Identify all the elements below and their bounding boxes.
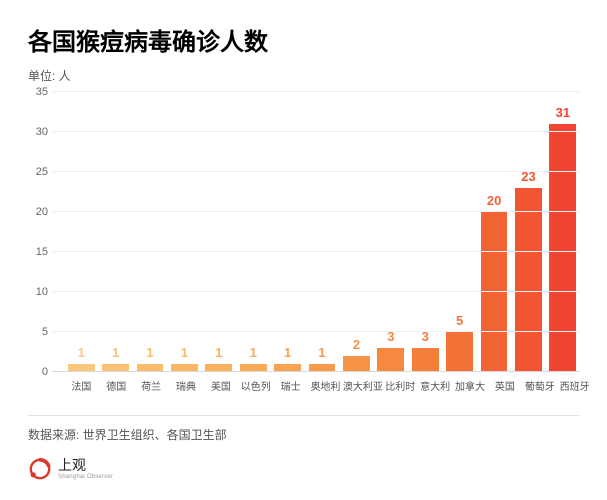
y-tick-label: 25 xyxy=(28,166,48,178)
bar-slot: 1 xyxy=(202,92,236,372)
bar-slot: 1 xyxy=(133,92,167,372)
bar-value-label: 1 xyxy=(181,345,188,360)
footer-brand: 上观 Shanghai Observer xyxy=(28,457,579,481)
bar xyxy=(412,348,439,372)
x-tick-label: 加拿大 xyxy=(453,378,488,393)
bar xyxy=(446,332,473,372)
bar-value-label: 1 xyxy=(146,345,153,360)
x-tick-label: 德国 xyxy=(99,378,134,393)
x-tick-label: 澳大利亚 xyxy=(343,378,383,393)
bar-slot: 3 xyxy=(374,92,408,372)
bar-value-label: 1 xyxy=(318,345,325,360)
bar xyxy=(377,348,404,372)
bar-slot: 5 xyxy=(442,92,476,372)
bar-value-label: 5 xyxy=(456,313,463,328)
bar-value-label: 1 xyxy=(78,345,85,360)
brand-name: 上观 xyxy=(58,458,113,472)
y-tick-label: 20 xyxy=(28,206,48,218)
source-label: 数据来源: 世界卫生组织、各国卫生部 xyxy=(28,426,579,443)
x-tick-label: 奥地利 xyxy=(308,378,343,393)
gridline xyxy=(52,91,580,92)
bar-slot: 1 xyxy=(64,92,98,372)
bar-slot: 1 xyxy=(305,92,339,372)
gridline xyxy=(52,171,580,172)
chart-title: 各国猴痘病毒确诊人数 xyxy=(28,22,579,57)
x-tick-label: 荷兰 xyxy=(134,378,169,393)
bar-slot: 1 xyxy=(167,92,201,372)
gridline xyxy=(52,371,580,372)
bar-value-label: 2 xyxy=(353,337,360,352)
bar xyxy=(343,356,370,372)
bar-slot: 1 xyxy=(98,92,132,372)
x-tick-label: 葡萄牙 xyxy=(522,378,557,393)
bar-slot: 1 xyxy=(236,92,270,372)
bar-slot: 20 xyxy=(477,92,511,372)
gridline xyxy=(52,291,580,292)
y-tick-label: 0 xyxy=(28,366,48,378)
unit-label: 单位: 人 xyxy=(28,67,579,84)
plot-area: 111111112335202331 05101520253035 xyxy=(52,92,580,372)
x-tick-label: 英国 xyxy=(487,378,522,393)
x-tick-label: 瑞士 xyxy=(273,378,308,393)
x-axis-labels: 法国德国荷兰瑞典美国以色列瑞士奥地利澳大利亚比利时意大利加拿大英国葡萄牙西班牙 xyxy=(64,378,592,393)
gridline xyxy=(52,251,580,252)
logo-text: 上观 Shanghai Observer xyxy=(58,458,113,480)
y-tick-label: 5 xyxy=(28,326,48,338)
x-tick-label: 美国 xyxy=(203,378,238,393)
bar-slot: 23 xyxy=(511,92,545,372)
bar-value-label: 1 xyxy=(250,345,257,360)
bar-slot: 31 xyxy=(546,92,580,372)
gridline xyxy=(52,331,580,332)
x-tick-label: 意大利 xyxy=(418,378,453,393)
bars-group: 111111112335202331 xyxy=(64,92,580,372)
bar-value-label: 1 xyxy=(215,345,222,360)
y-tick-label: 10 xyxy=(28,286,48,298)
y-tick-label: 15 xyxy=(28,246,48,258)
bar-value-label: 20 xyxy=(487,193,501,208)
gridline xyxy=(52,211,580,212)
y-tick-label: 35 xyxy=(28,86,48,98)
bar-value-label: 31 xyxy=(556,105,570,120)
y-tick-label: 30 xyxy=(28,126,48,138)
bar xyxy=(549,124,576,372)
bar-value-label: 1 xyxy=(112,345,119,360)
chart-container: 111111112335202331 05101520253035 法国德国荷兰… xyxy=(28,92,579,393)
logo-icon xyxy=(28,457,52,481)
x-tick-label: 比利时 xyxy=(383,378,418,393)
bar xyxy=(481,212,508,372)
bar-slot: 1 xyxy=(270,92,304,372)
bar-slot: 3 xyxy=(408,92,442,372)
x-tick-label: 以色列 xyxy=(238,378,273,393)
x-tick-label: 西班牙 xyxy=(557,378,592,393)
x-tick-label: 瑞典 xyxy=(169,378,204,393)
x-tick-label: 法国 xyxy=(64,378,99,393)
bar-value-label: 1 xyxy=(284,345,291,360)
brand-subtitle: Shanghai Observer xyxy=(58,474,113,480)
gridline xyxy=(52,131,580,132)
bar-slot: 2 xyxy=(339,92,373,372)
bar xyxy=(515,188,542,372)
section-divider xyxy=(28,415,579,416)
